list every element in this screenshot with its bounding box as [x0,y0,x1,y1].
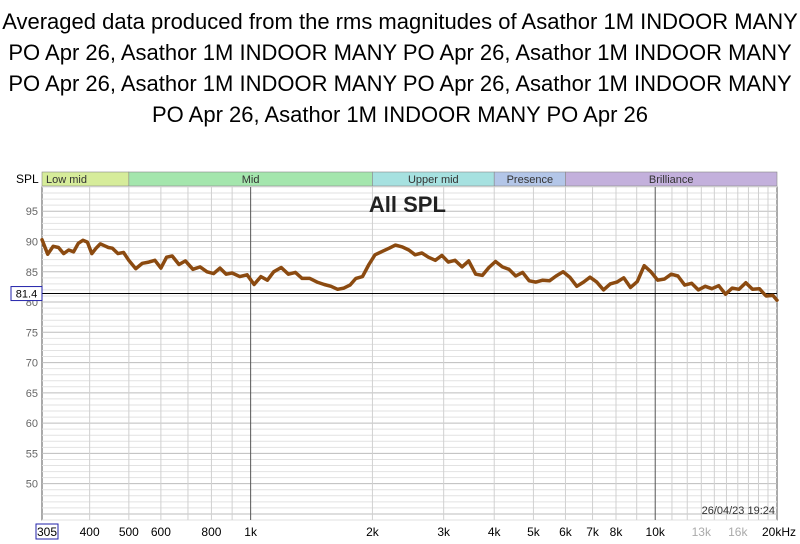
x-tick-label: 10k [646,525,666,539]
x-tick-label: 8k [610,525,624,539]
x-axis-ticks: 305 400 500 600 800 1k 2k 3k 4k 5k 6k 7k 8k 10k 13k 16k… [35,523,796,540]
x-tick-label: 13k [692,525,712,539]
x-tick-label: 20kHz [762,525,796,539]
spl-series-line [40,237,779,302]
cursor-value: 81.4 [16,289,37,301]
plot-title: All SPL [369,192,446,217]
x-tick-label: 4k [488,525,502,539]
band-label: Low mid [46,174,87,186]
y-tick-label: 60 [26,418,38,430]
frequency-bands: Low mid Mid Upper mid Presence Brilliance [41,171,778,187]
timestamp-label: 26/04/23 19:24 [702,505,775,517]
y-tick-label: 65 [26,388,38,400]
cursor-value-box [10,286,43,302]
x-tick-label: 7k [586,525,600,539]
y-axis-label: SPL [16,172,39,186]
x-tick-label: 800 [201,525,221,539]
x-start-box [35,523,59,540]
x-tick-label: 500 [119,525,139,539]
x-tick-label: 16k [728,525,748,539]
x-tick-label: 3k [437,525,451,539]
band-label: Upper mid [408,174,459,186]
x-tick-label: 400 [80,525,100,539]
x-tick-label: 1k [244,525,258,539]
y-tick-label: 50 [26,479,38,491]
chart-title-text: Averaged data produced from the rms magn… [2,9,798,127]
y-tick-label: 95 [26,206,38,218]
y-tick-label: 70 [26,358,38,370]
x-tick-label: 6k [559,525,573,539]
y-tick-label: 85 [26,267,38,279]
band-label: Presence [507,174,553,186]
x-tick-label: 2k [366,525,380,539]
grid [42,186,777,521]
y-tick-label: 90 [26,236,38,248]
x-tick-label: 5k [527,525,541,539]
band-label: Mid [242,174,260,186]
x-tick-label: 600 [151,525,171,539]
band-brilliance [565,171,778,187]
y-tick-label: 75 [26,327,38,339]
plot-area [41,186,778,521]
y-tick-label: 55 [26,448,38,460]
x-tick-label: 305 [37,525,57,539]
band-label: Brilliance [649,174,694,186]
